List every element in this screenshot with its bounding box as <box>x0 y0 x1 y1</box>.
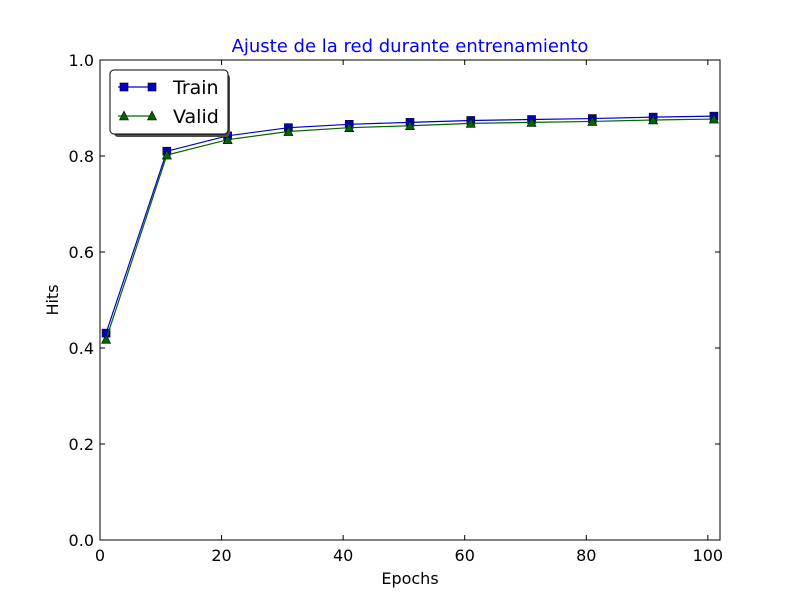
tick-labels-layer: 0 20 40 60 80 100 0.0 0.2 0.4 0.6 0.8 1.0 <box>69 51 724 565</box>
x-tick-label: 20 <box>211 546 231 565</box>
data-point-valid-3 <box>222 134 233 144</box>
data-point-valid-1 <box>101 333 112 344</box>
legend-entry-train: Train <box>118 77 219 99</box>
data-point-valid-8 <box>526 116 537 127</box>
y-tick-label: 1.0 <box>69 51 94 70</box>
y-tick-label: 0.8 <box>69 147 94 166</box>
legend-marker-train-right <box>147 82 157 92</box>
legend-entries: Train Valid <box>118 77 219 128</box>
legend-marker-valid-right <box>147 110 157 121</box>
x-tick-label: 100 <box>693 546 724 565</box>
y-tick-label: 0.2 <box>69 435 94 454</box>
y-axis-label: Hits <box>43 284 62 315</box>
y-tick-label: 0.6 <box>69 243 94 262</box>
y-tick-label: 0.0 <box>69 531 94 550</box>
data-point-valid-10 <box>648 114 659 125</box>
y-tick-label: 0.4 <box>69 339 94 358</box>
series-layer <box>101 111 719 344</box>
data-point-valid-6 <box>405 120 415 131</box>
data-point-valid-11 <box>708 113 719 124</box>
x-axis-label: Epochs <box>381 569 438 588</box>
x-tick-label: 80 <box>576 546 596 565</box>
data-point-valid-5 <box>344 122 355 132</box>
legend-marker-valid-left <box>119 110 129 121</box>
x-tick-label: 0 <box>95 546 105 565</box>
data-point-valid-4 <box>283 125 294 136</box>
data-point-valid-2 <box>161 149 172 160</box>
legend-label-train: Train <box>172 77 219 99</box>
legend: Train Valid <box>109 69 230 137</box>
legend-marker-train-left <box>119 82 129 92</box>
chart-title: Ajuste de la red durante entrenamiento <box>232 36 589 57</box>
data-point-valid-9 <box>587 115 598 126</box>
ticks-layer <box>99 59 720 541</box>
legend-entry-valid: Valid <box>118 106 219 128</box>
data-point-valid-7 <box>465 117 476 128</box>
legend-label-valid: Valid <box>173 106 219 128</box>
legend-box <box>109 69 229 135</box>
series-valid <box>101 113 719 344</box>
plot-area-frame <box>99 59 721 541</box>
x-tick-label: 40 <box>333 546 353 565</box>
x-tick-label: 60 <box>455 546 475 565</box>
